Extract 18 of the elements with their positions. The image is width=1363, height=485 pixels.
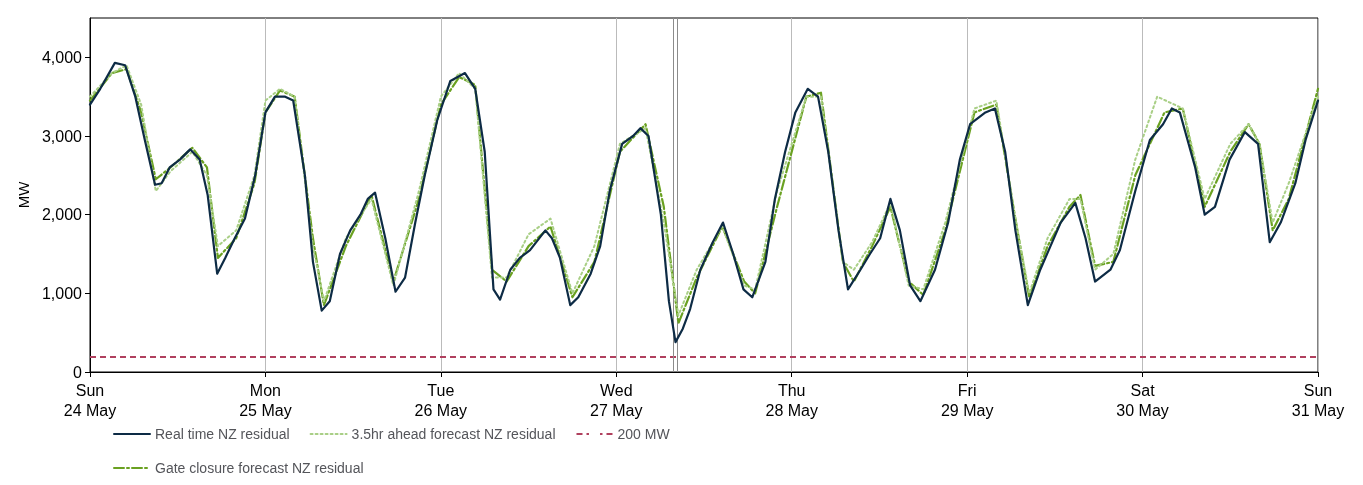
legend-label: Real time NZ residual	[155, 426, 290, 442]
x-tick-label: Fri 29 May	[940, 381, 994, 419]
y-axis-title: MW	[15, 180, 33, 209]
legend-label: 200 MW	[617, 426, 671, 442]
y-tick-label: 3,000	[41, 127, 83, 145]
x-tick-label: Tue 26 May	[414, 381, 468, 419]
x-tick-label: Sat 30 May	[1116, 381, 1169, 419]
x-tick-label: Sun 24 May	[63, 381, 117, 419]
x-tick-label: Mon 25 May	[239, 381, 292, 419]
legend-label: 3.5hr ahead forecast NZ residual	[351, 426, 556, 442]
y-tick-label: 1,000	[41, 284, 83, 302]
legend-label: Gate closure forecast NZ residual	[155, 460, 364, 476]
y-tick-label: 0	[73, 363, 83, 381]
x-tick-label: Thu 28 May	[765, 381, 818, 419]
y-tick-label: 2,000	[41, 206, 83, 224]
x-tick-label: Sun 31 May	[1291, 381, 1345, 419]
x-tick-label: Wed 27 May	[590, 381, 643, 419]
y-tick-label: 4,000	[41, 48, 83, 66]
